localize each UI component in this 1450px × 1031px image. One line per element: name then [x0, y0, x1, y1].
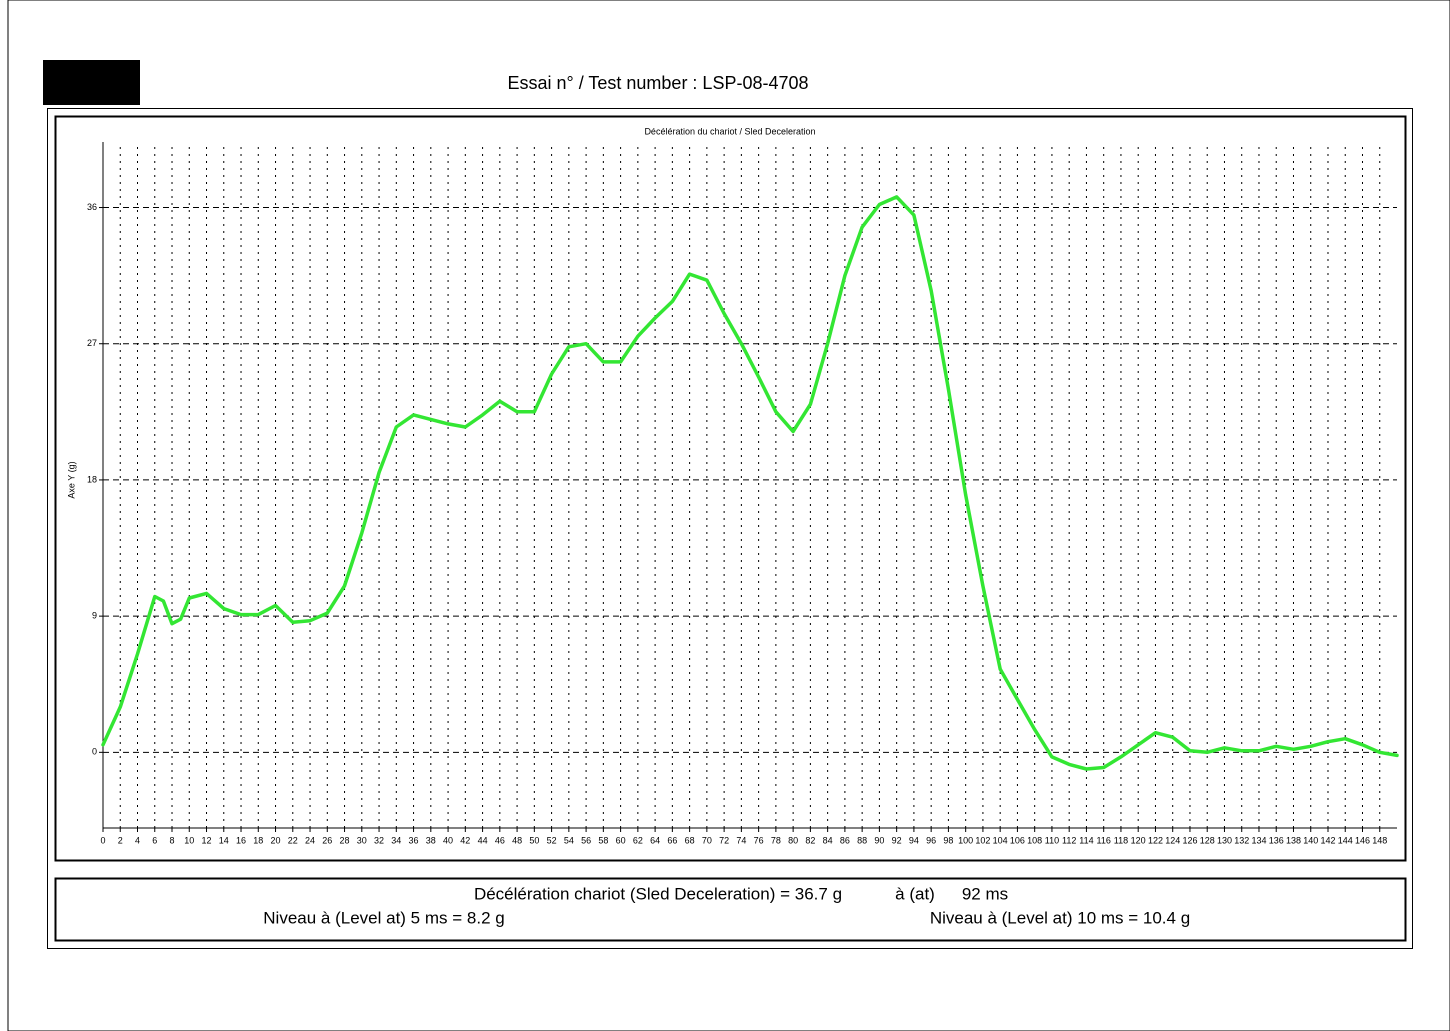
x-tick-label: 112	[1062, 835, 1076, 845]
x-tick-label: 106	[1010, 835, 1025, 845]
peak-time: 92 ms	[962, 884, 1008, 903]
outer-box	[47, 108, 1413, 949]
x-tick-label: 136	[1269, 835, 1284, 845]
x-tick-label: 2	[118, 835, 123, 845]
x-tick-label: 20	[271, 835, 281, 845]
level-10: Niveau à (Level at) 10 ms = 10.4 g	[930, 908, 1190, 927]
y-tick-label: 36	[87, 202, 97, 212]
x-tick-label: 48	[512, 835, 522, 845]
peak-text: Décélération chariot (Sled Deceleration)…	[474, 884, 842, 903]
y-tick-label: 18	[87, 474, 97, 484]
x-tick-label: 0	[100, 835, 105, 845]
x-tick-label: 28	[340, 835, 350, 845]
x-tick-label: 8	[170, 835, 175, 845]
x-tick-label: 40	[443, 835, 453, 845]
x-tick-label: 66	[667, 835, 677, 845]
x-tick-label: 24	[305, 835, 315, 845]
x-tick-label: 100	[958, 835, 973, 845]
x-tick-label: 88	[857, 835, 867, 845]
report-title: Essai n° / Test number : LSP-08-4708	[507, 73, 808, 93]
x-tick-label: 42	[460, 835, 470, 845]
x-tick-label: 10	[184, 835, 194, 845]
x-tick-label: 68	[685, 835, 695, 845]
x-tick-label: 26	[322, 835, 332, 845]
x-tick-label: 56	[581, 835, 591, 845]
x-tick-label: 78	[771, 835, 781, 845]
x-tick-label: 22	[288, 835, 298, 845]
x-tick-label: 122	[1148, 835, 1163, 845]
x-tick-label: 52	[547, 835, 557, 845]
chart-title: Décélération du chariot / Sled Decelerat…	[644, 126, 815, 136]
x-tick-label: 30	[357, 835, 367, 845]
x-tick-label: 74	[736, 835, 746, 845]
x-tick-label: 102	[975, 835, 990, 845]
x-tick-label: 116	[1097, 835, 1111, 845]
x-tick-label: 108	[1027, 835, 1042, 845]
x-tick-label: 130	[1217, 835, 1232, 845]
x-tick-label: 36	[409, 835, 419, 845]
x-tick-label: 84	[823, 835, 833, 845]
x-tick-label: 94	[909, 835, 919, 845]
x-tick-label: 12	[202, 835, 212, 845]
x-tick-label: 146	[1355, 835, 1370, 845]
chart-box	[54, 115, 1407, 862]
x-tick-label: 70	[702, 835, 712, 845]
x-tick-label: 114	[1079, 835, 1093, 845]
x-tick-label: 142	[1320, 835, 1335, 845]
x-tick-label: 128	[1200, 835, 1215, 845]
x-tick-label: 120	[1131, 835, 1146, 845]
x-tick-label: 124	[1165, 835, 1180, 845]
x-tick-label: 104	[993, 835, 1008, 845]
y-tick-label: 0	[92, 747, 97, 757]
x-tick-label: 140	[1303, 835, 1318, 845]
x-tick-label: 132	[1234, 835, 1249, 845]
level-5: Niveau à (Level at) 5 ms = 8.2 g	[263, 908, 504, 927]
data-line	[101, 195, 1399, 771]
x-tick-label: 144	[1338, 835, 1353, 845]
summary-box	[54, 877, 1407, 942]
x-tick-label: 60	[616, 835, 626, 845]
x-tick-label: 90	[874, 835, 884, 845]
x-tick-label: 34	[391, 835, 401, 845]
x-tick-label: 14	[219, 835, 229, 845]
x-tick-label: 58	[598, 835, 608, 845]
x-tick-label: 82	[805, 835, 815, 845]
x-tick-label: 46	[495, 835, 505, 845]
redacted-logo	[43, 60, 140, 105]
y-tick-label: 9	[92, 611, 97, 621]
x-tick-label: 138	[1286, 835, 1301, 845]
x-tick-label: 118	[1114, 835, 1128, 845]
peak-at: à (at)	[895, 884, 935, 903]
x-tick-label: 6	[152, 835, 157, 845]
x-tick-label: 16	[236, 835, 246, 845]
x-tick-label: 32	[374, 835, 384, 845]
y-axis-label: Axe Y (g)	[66, 461, 76, 498]
x-tick-label: 72	[719, 835, 729, 845]
x-tick-label: 76	[754, 835, 764, 845]
x-tick-label: 96	[926, 835, 936, 845]
x-tick-label: 4	[135, 835, 140, 845]
x-tick-label: 44	[478, 835, 488, 845]
x-tick-label: 18	[253, 835, 263, 845]
x-tick-label: 54	[564, 835, 574, 845]
page-frame	[7, 0, 1450, 1031]
x-tick-label: 92	[892, 835, 902, 845]
x-tick-label: 80	[788, 835, 798, 845]
x-tick-label: 134	[1251, 835, 1266, 845]
plot: 0 2 4 6 8 10 12 14 16 18 20 22 24 26 28 30 32 34 36 38 40 42 4…	[87, 142, 1399, 845]
x-tick-label: 62	[633, 835, 643, 845]
x-tick-label: 110	[1045, 835, 1059, 845]
x-tick-label: 64	[650, 835, 660, 845]
y-tick-label: 27	[87, 338, 97, 348]
x-tick-label: 50	[529, 835, 539, 845]
x-tick-label: 98	[943, 835, 953, 845]
x-tick-label: 86	[840, 835, 850, 845]
x-tick-label: 38	[426, 835, 436, 845]
x-tick-label: 126	[1182, 835, 1197, 845]
x-tick-label: 148	[1372, 835, 1387, 845]
